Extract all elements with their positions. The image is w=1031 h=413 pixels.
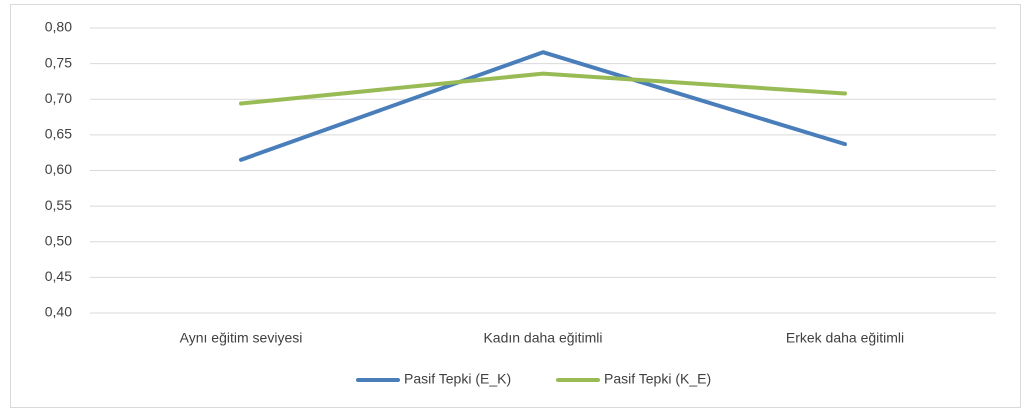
y-tick-label: 0,80 <box>45 19 72 35</box>
legend-label: Pasif Tepki (K_E) <box>604 371 711 387</box>
x-tick-label: Erkek daha eğitimli <box>786 330 904 346</box>
y-tick-label: 0,60 <box>45 161 72 177</box>
x-tick-label: Kadın daha eğitimli <box>483 330 602 346</box>
series-line <box>239 50 847 162</box>
y-tick-label: 0,40 <box>45 304 72 320</box>
x-tick-label: Aynı eğitim seviyesi <box>180 330 303 346</box>
y-tick-label: 0,45 <box>45 268 72 284</box>
legend-label: Pasif Tepki (E_K) <box>404 371 511 387</box>
y-tick-label: 0,70 <box>45 90 72 106</box>
y-tick-label: 0,55 <box>45 197 72 213</box>
y-tick-label: 0,65 <box>45 126 72 142</box>
series-line <box>239 71 847 106</box>
y-tick-label: 0,50 <box>45 232 72 248</box>
y-tick-label: 0,75 <box>45 54 72 70</box>
